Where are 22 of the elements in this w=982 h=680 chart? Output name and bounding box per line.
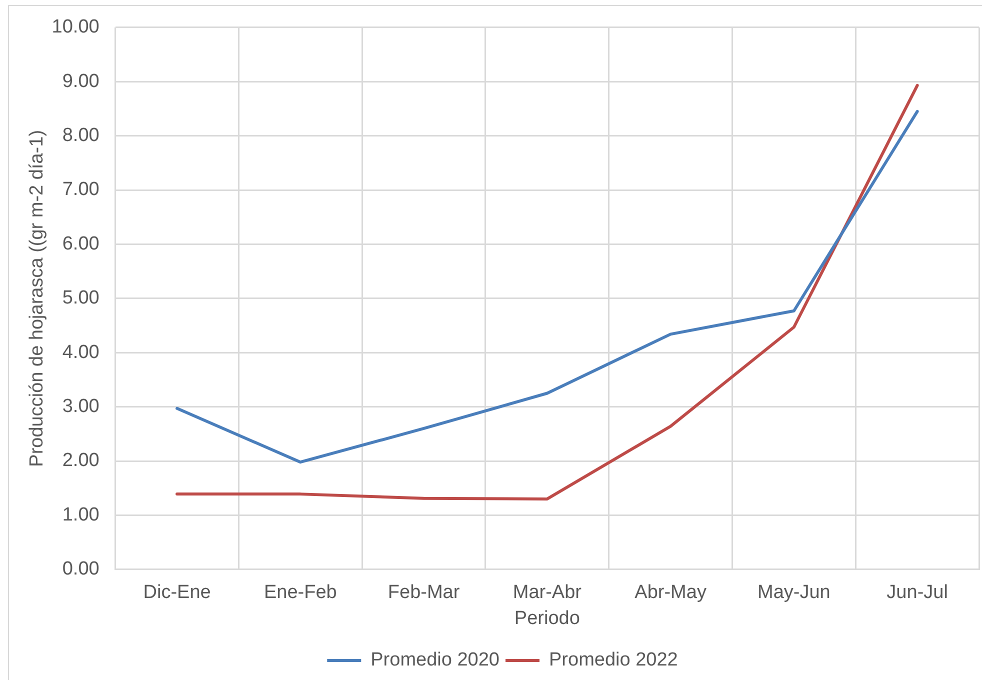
x-tick-label: Dic-Ene (143, 582, 211, 604)
y-tick-label: 7.00 (62, 179, 100, 200)
y-tick-label: 4.00 (62, 342, 100, 363)
x-tick-label: Mar-Abr (512, 582, 582, 604)
y-tick-label: 9.00 (62, 70, 100, 92)
y-tick-label: 2.00 (62, 450, 100, 472)
x-tick-label: Ene-Feb (264, 582, 337, 604)
y-tick-label: 3.00 (62, 396, 100, 418)
legend-label: Promedio 2022 (549, 650, 678, 671)
x-tick-label: Abr-May (634, 582, 707, 604)
y-tick-label: 0.00 (62, 558, 100, 580)
x-tick-label: May-Jun (758, 582, 830, 604)
y-tick-label: 8.00 (62, 125, 100, 146)
y-tick-label: 1.00 (62, 504, 100, 526)
x-axis-title: Periodo (514, 608, 580, 629)
x-tick-label: Feb-Mar (388, 582, 460, 604)
y-axis-title: Producción de hojarasca ((gr m-2 día-1) (26, 130, 48, 467)
y-tick-label: 10.00 (52, 16, 100, 38)
y-tick-label: 6.00 (62, 233, 100, 254)
y-tick-label: 5.00 (62, 288, 100, 309)
legend-label: Promedio 2020 (370, 650, 500, 671)
x-tick-label: Jun-Jul (886, 582, 948, 604)
